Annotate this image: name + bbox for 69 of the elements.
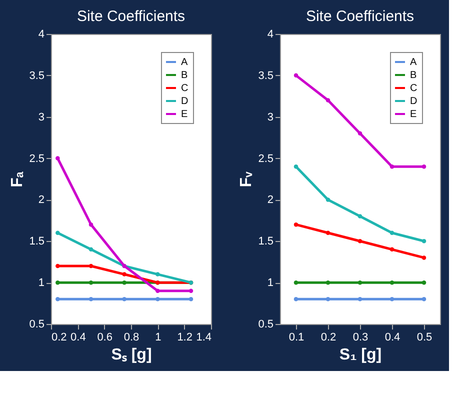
- legend-label: D: [181, 96, 188, 107]
- point: [294, 164, 298, 169]
- point: [422, 239, 426, 244]
- y-tick-label: 3: [267, 111, 274, 124]
- y-axis-title: Fₐ: [9, 172, 26, 188]
- y-tick-label: 2: [267, 194, 274, 206]
- point: [390, 247, 394, 252]
- point: [294, 280, 298, 285]
- y-tick-label: 1: [38, 277, 44, 290]
- point: [294, 222, 298, 227]
- y-tick-label: 1.5: [29, 236, 44, 248]
- y-tick-label: 3: [38, 111, 44, 124]
- point: [358, 239, 362, 244]
- point: [390, 297, 394, 302]
- x-axis-title: S₁ [g]: [339, 346, 382, 364]
- y-tick-label: 3.5: [258, 70, 274, 82]
- point: [294, 73, 298, 78]
- chart-title: Site Coefficients: [76, 8, 186, 25]
- point: [390, 230, 394, 235]
- y-tick-label: 2.5: [258, 152, 274, 165]
- y-tick-label: 0.5: [29, 318, 44, 330]
- x-tick-label: 0.3: [352, 332, 368, 344]
- legend-label: A: [410, 57, 417, 68]
- legend-label: B: [181, 70, 188, 81]
- x-axis-title: Sₛ [g]: [111, 346, 152, 364]
- y-tick-label: 4: [267, 28, 274, 40]
- point: [422, 297, 426, 302]
- point: [390, 164, 394, 169]
- point: [294, 297, 298, 302]
- x-tick-label: 0.6: [97, 332, 112, 344]
- x-tick-label: 1.2: [177, 332, 192, 344]
- x-tick-label: 0.4: [70, 332, 86, 344]
- legend-label: C: [181, 83, 188, 94]
- point: [422, 164, 426, 169]
- point: [326, 280, 330, 285]
- y-tick-label: 1: [267, 277, 274, 290]
- legend-label: D: [410, 96, 418, 107]
- point: [422, 256, 426, 260]
- legend-label: A: [181, 57, 188, 68]
- y-tick-label: 4: [38, 28, 44, 40]
- point: [358, 131, 362, 136]
- y-tick-label: 2: [38, 194, 44, 206]
- x-tick-label: 0.2: [52, 332, 67, 344]
- point: [358, 214, 362, 218]
- point: [326, 98, 330, 102]
- point: [390, 280, 394, 285]
- chart-title: Site Coefficients: [306, 8, 414, 25]
- y-axis-title: Fᵥ: [238, 172, 256, 188]
- legend-label: C: [410, 83, 418, 94]
- x-tick-label: 0.4: [384, 332, 400, 344]
- point: [422, 280, 426, 285]
- x-tick-label: 0.5: [416, 332, 432, 344]
- y-tick-label: 1.5: [258, 236, 274, 248]
- point: [326, 198, 330, 202]
- x-tick-label: 0.2: [320, 332, 336, 344]
- y-tick-label: 0.5: [258, 318, 274, 330]
- x-tick-label: 1: [155, 332, 162, 344]
- x-tick-label: 1.4: [196, 332, 212, 344]
- legend-label: E: [410, 109, 417, 120]
- legend-label: E: [181, 109, 188, 120]
- x-tick-label: 0.8: [124, 332, 140, 344]
- x-tick-label: 0.1: [288, 332, 304, 344]
- point: [326, 297, 330, 302]
- point: [358, 280, 362, 285]
- point: [358, 297, 362, 302]
- legend-label: B: [410, 70, 417, 81]
- y-tick-label: 3.5: [29, 70, 44, 82]
- y-tick-label: 2.5: [29, 152, 44, 165]
- point: [326, 230, 330, 235]
